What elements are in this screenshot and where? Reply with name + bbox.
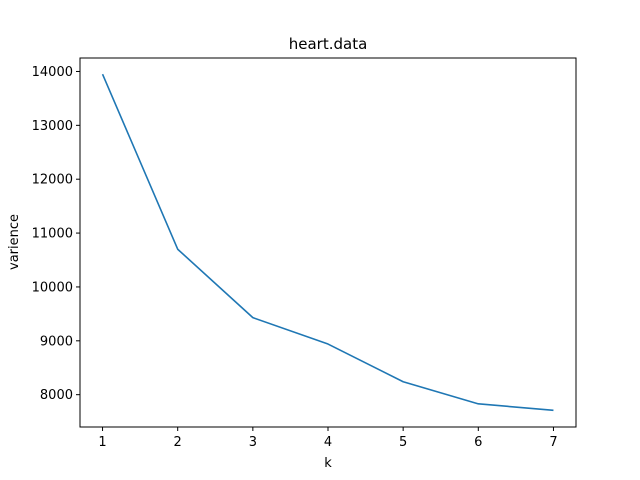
- y-tick-label: 12000: [32, 173, 73, 188]
- plot-area: 1 2 3 4 5 6 7 8000 9000 10000 11000 12000 13000 14000: [32, 57, 577, 450]
- x-axis-label: k: [324, 456, 332, 471]
- x-tick-label: 6: [474, 435, 482, 450]
- y-tick-label: 10000: [32, 280, 73, 295]
- chart-title: heart.data: [289, 35, 368, 53]
- y-tick-label: 13000: [32, 119, 73, 134]
- x-tick-label: 2: [174, 435, 182, 450]
- x-tick-label: 3: [249, 435, 257, 450]
- y-axis-label: varience: [7, 214, 22, 270]
- y-tick-label: 9000: [40, 334, 73, 349]
- y-tick-label: 14000: [32, 65, 73, 80]
- x-tick-label: 5: [399, 435, 407, 450]
- x-tick-label: 7: [549, 435, 557, 450]
- x-tick-label: 1: [98, 435, 106, 450]
- y-tick-label: 11000: [32, 227, 73, 242]
- x-tick-label: 4: [324, 435, 332, 450]
- y-tick-label: 8000: [40, 388, 73, 403]
